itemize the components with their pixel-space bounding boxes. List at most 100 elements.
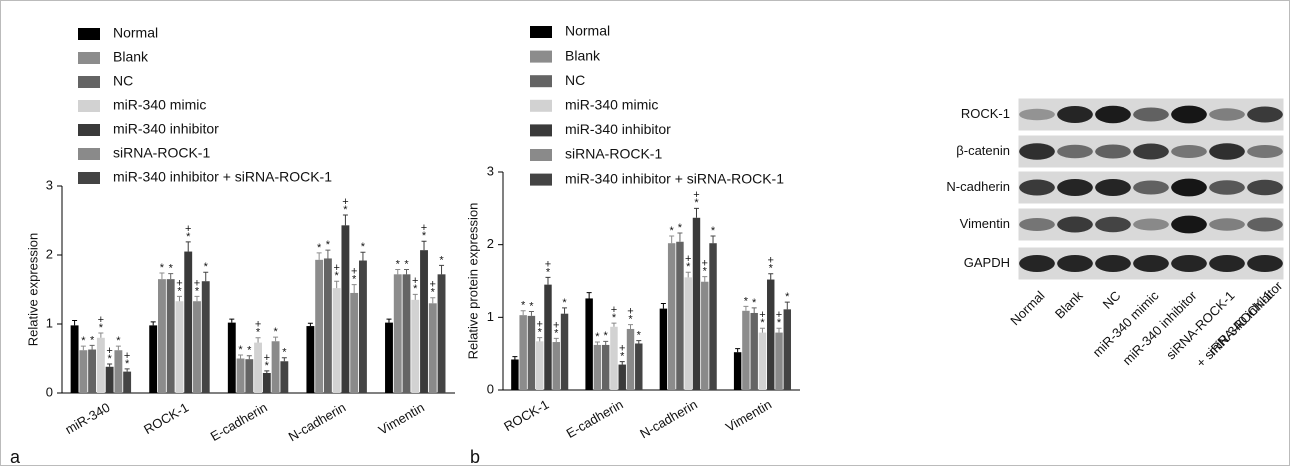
y-tick-label: 1	[487, 309, 494, 324]
legend-swatch	[78, 28, 100, 40]
blot-band	[1057, 255, 1093, 272]
bar	[635, 343, 642, 390]
significance-marker: *	[116, 335, 121, 347]
blot-band	[1133, 144, 1169, 160]
blot-lane-label: miR-340 mimic	[1090, 288, 1162, 360]
bar	[610, 327, 617, 390]
blot-band	[1057, 145, 1093, 159]
legend-label: siRNA-ROCK-1	[113, 145, 210, 161]
significance-marker: +	[351, 266, 357, 278]
blot-row-label: ROCK-1	[961, 106, 1010, 121]
bar	[420, 250, 428, 393]
bar	[684, 277, 691, 390]
bar	[767, 280, 774, 390]
blot-band	[1209, 218, 1245, 231]
blot-band	[1133, 108, 1169, 122]
legend-swatch	[78, 148, 100, 160]
bar	[438, 274, 446, 393]
significance-marker: +	[421, 222, 427, 234]
significance-marker: *	[396, 258, 401, 270]
error-bar	[386, 319, 391, 322]
significance-marker: *	[160, 262, 165, 274]
blot-band	[1095, 179, 1131, 196]
legend-label: miR-340 inhibitor	[565, 121, 671, 137]
bar	[676, 242, 683, 390]
blot-band	[1133, 181, 1169, 195]
legend-swatch	[530, 26, 552, 38]
bar	[619, 365, 626, 390]
blot-band	[1171, 216, 1207, 234]
blot-band	[1133, 219, 1169, 231]
y-tick-label: 2	[487, 236, 494, 251]
x-tick-label: miR-340	[62, 400, 112, 438]
blot-band	[1057, 217, 1093, 233]
significance-marker: +	[619, 343, 625, 355]
bar	[149, 325, 157, 393]
bar	[759, 333, 766, 390]
error-bar	[439, 265, 444, 274]
significance-marker: *	[90, 334, 95, 346]
x-tick-label: ROCK-1	[141, 400, 191, 438]
blot-band	[1209, 255, 1245, 272]
blot-row-label: N-cadherin	[946, 179, 1010, 194]
blot-band	[1171, 106, 1207, 124]
bar	[237, 359, 245, 394]
significance-marker: *	[604, 330, 609, 342]
blot-band	[1019, 109, 1055, 121]
error-bar	[661, 304, 666, 309]
error-bar	[352, 285, 357, 293]
x-tick-label: N-cadherin	[637, 397, 700, 442]
bar	[411, 300, 419, 393]
blot-band	[1019, 180, 1055, 196]
bar	[272, 341, 280, 393]
y-axis-label: Relative expression	[25, 233, 40, 346]
legend-label: Blank	[113, 49, 149, 65]
error-bar	[694, 208, 699, 217]
blot-band	[1247, 145, 1283, 158]
blot-band	[1095, 255, 1131, 272]
error-bar	[343, 215, 348, 225]
bar	[263, 373, 271, 393]
bar	[167, 279, 175, 393]
error-bar	[360, 252, 365, 260]
blot-band	[1209, 180, 1245, 195]
significance-marker: *	[521, 300, 526, 312]
blot-lane-label: NC	[1100, 288, 1124, 312]
error-bar	[308, 323, 313, 326]
bar	[193, 301, 201, 393]
blot-band	[1133, 255, 1169, 272]
significance-marker: *	[439, 254, 444, 266]
bar	[114, 350, 122, 393]
bar	[394, 274, 402, 393]
legend-label: miR-340 mimic	[565, 97, 658, 113]
significance-marker: +	[176, 277, 182, 289]
blot-band	[1095, 106, 1131, 124]
legend-label: siRNA-ROCK-1	[565, 146, 662, 162]
y-tick-label: 0	[46, 384, 53, 399]
significance-marker: *	[678, 222, 683, 234]
blot-band	[1171, 255, 1207, 272]
bar	[106, 367, 114, 393]
blot-band	[1019, 143, 1055, 160]
bar	[668, 243, 675, 390]
y-tick-label: 3	[487, 163, 494, 178]
error-bar	[545, 277, 550, 284]
legend-swatch	[78, 100, 100, 112]
significance-marker: *	[595, 331, 600, 343]
blot-band	[1095, 217, 1131, 233]
bar	[79, 350, 87, 393]
significance-marker: *	[670, 225, 675, 237]
bar	[660, 309, 667, 390]
significance-marker: *	[744, 295, 749, 307]
significance-marker: +	[264, 352, 270, 364]
significance-marker: +	[124, 350, 130, 362]
bar	[602, 345, 609, 390]
legend-swatch	[530, 75, 552, 87]
significance-marker: *	[404, 258, 409, 270]
legend-label: NC	[565, 72, 585, 88]
bar	[528, 316, 535, 390]
x-tick-label: ROCK-1	[501, 397, 551, 435]
significance-marker: +	[536, 319, 542, 331]
x-tick-label: E-cadherin	[564, 397, 626, 441]
bar	[324, 258, 332, 393]
